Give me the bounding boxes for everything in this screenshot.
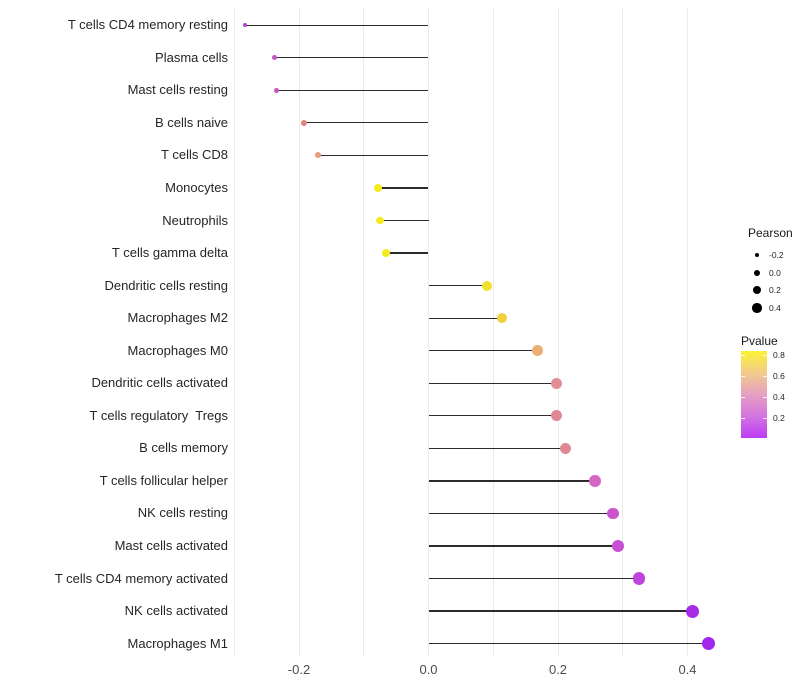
data-point-dot <box>612 540 625 552</box>
pearson-legend-title: Pearson <box>748 226 793 240</box>
x-gridline <box>687 8 688 657</box>
y-axis-label: Macrophages M0 <box>127 342 228 358</box>
y-axis-label: Mast cells activated <box>114 538 228 553</box>
lollipop-stem <box>428 545 619 547</box>
x-axis-tick-label: 0.4 <box>678 662 697 677</box>
y-axis-label: T cells regulatory Tregs <box>89 407 228 423</box>
data-point-dot <box>632 572 646 585</box>
x-gridline <box>428 8 429 657</box>
data-point-dot <box>686 604 700 618</box>
lollipop-stem <box>428 480 595 482</box>
pvalue-gradient-bar <box>741 351 767 438</box>
lollipop-stem <box>428 447 566 449</box>
x-axis-tick-label: -0.2 <box>287 662 311 677</box>
y-axis-label: Macrophages M2 <box>127 310 228 326</box>
data-point-dot <box>376 216 384 225</box>
x-axis-tick-label: 0.0 <box>419 662 438 677</box>
y-axis-label: Dendritic cells resting <box>104 277 228 293</box>
pvalue-legend-value-label: 0.8 <box>773 350 785 360</box>
pearson-legend-dot <box>754 252 760 258</box>
data-point-dot <box>496 313 507 324</box>
y-axis-label: B cells memory <box>139 440 228 456</box>
lollipop-stem <box>428 284 487 287</box>
x-gridline <box>492 8 494 657</box>
y-axis-label: B cells naive <box>155 114 228 130</box>
data-point-dot <box>301 119 308 126</box>
data-point-dot <box>531 345 543 357</box>
pvalue-colorbar-tickmark <box>763 355 767 356</box>
pvalue-colorbar-tickmark <box>741 397 745 399</box>
x-gridline <box>233 8 235 657</box>
data-point-dot <box>243 23 248 27</box>
lollipop-stem <box>428 350 538 352</box>
y-axis-label: NK cells activated <box>124 603 228 619</box>
x-axis-tick-label: 0.2 <box>548 662 568 677</box>
lollipop-stem <box>428 415 557 417</box>
lollipop-stem <box>274 57 429 59</box>
y-axis-label: Plasma cells <box>155 49 228 65</box>
lollipop-stem <box>304 122 429 124</box>
lollipop-stem <box>428 512 614 515</box>
data-point-dot <box>481 280 492 291</box>
lollipop-stem <box>317 154 429 157</box>
x-gridline <box>557 8 559 657</box>
lollipop-stem <box>276 89 429 91</box>
y-axis-label: T cells CD8 <box>161 147 228 163</box>
pvalue-legend-title: Pvalue <box>741 334 778 348</box>
pearson-legend-dot <box>752 303 762 313</box>
data-point-dot <box>589 475 601 487</box>
data-point-dot <box>551 377 563 389</box>
lollipop-stem <box>385 252 429 254</box>
pvalue-colorbar-tickmark <box>741 375 745 377</box>
lollipop-stem <box>379 219 429 222</box>
pearson-legend-dot <box>753 286 761 294</box>
pearson-legend-value-label: -0.2 <box>769 250 784 260</box>
x-gridline <box>363 8 365 657</box>
y-axis-label: Neutrophils <box>162 212 228 228</box>
data-point-dot <box>701 637 715 651</box>
y-axis-label: T cells follicular helper <box>99 472 228 488</box>
y-axis-label: Mast cells resting <box>127 82 228 98</box>
lollipop-stem <box>428 643 709 645</box>
y-axis-label: T cells CD4 memory resting <box>67 17 228 33</box>
pvalue-colorbar-tickmark <box>741 355 745 356</box>
data-point-dot <box>273 87 279 93</box>
pvalue-colorbar-tickmark <box>763 375 767 377</box>
pvalue-colorbar-tickmark <box>763 397 767 399</box>
y-axis-label: Monocytes <box>165 179 228 195</box>
data-point-dot <box>607 507 619 520</box>
y-axis-label: Macrophages M1 <box>127 635 228 651</box>
data-point-dot <box>551 410 563 422</box>
data-point-dot <box>559 442 571 454</box>
pvalue-colorbar-tickmark <box>763 417 767 419</box>
pvalue-legend-value-label: 0.2 <box>773 412 785 423</box>
pearson-legend-value-label: 0.4 <box>769 303 781 313</box>
pvalue-legend-value-label: 0.6 <box>773 370 785 381</box>
pearson-legend-dot <box>753 269 761 277</box>
pvalue-colorbar-tickmark <box>741 417 745 419</box>
data-point-dot <box>314 152 321 159</box>
y-axis-label: T cells CD4 memory activated <box>54 570 228 586</box>
pvalue-legend-value-label: 0.4 <box>773 392 785 403</box>
data-point-dot <box>374 184 382 192</box>
lollipop-stem <box>245 24 429 26</box>
lollipop-stem <box>377 187 429 189</box>
pearson-legend-value-label: 0.0 <box>769 268 781 278</box>
x-gridline <box>622 8 624 657</box>
y-axis-label: Dendritic cells activated <box>91 375 228 391</box>
data-point-dot <box>381 249 390 257</box>
lollipop-stem <box>428 577 639 580</box>
lollipop-stem <box>428 317 502 319</box>
x-gridline <box>298 8 300 657</box>
lollipop-stem <box>428 610 693 612</box>
y-axis-label: NK cells resting <box>137 505 228 521</box>
lollipop-stem <box>428 382 557 384</box>
data-point-dot <box>271 55 277 61</box>
pearson-legend-value-label: 0.2 <box>769 285 781 295</box>
y-axis-label: T cells gamma delta <box>111 245 228 261</box>
